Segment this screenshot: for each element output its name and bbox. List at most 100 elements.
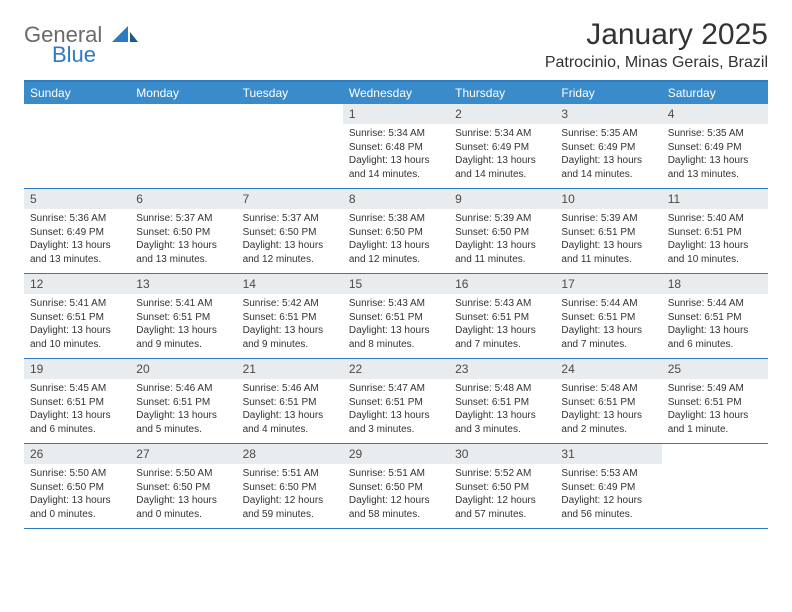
sunset-text: Sunset: 6:49 PM <box>561 481 655 495</box>
calendar-day <box>24 104 130 188</box>
sunset-text: Sunset: 6:51 PM <box>136 311 230 325</box>
day-body: Sunrise: 5:52 AMSunset: 6:50 PMDaylight:… <box>449 464 555 527</box>
day-body: Sunrise: 5:51 AMSunset: 6:50 PMDaylight:… <box>237 464 343 527</box>
calendar-day: 3Sunrise: 5:35 AMSunset: 6:49 PMDaylight… <box>555 104 661 188</box>
daylight-text: Daylight: 13 hours and 3 minutes. <box>349 409 443 436</box>
sunset-text: Sunset: 6:51 PM <box>561 226 655 240</box>
day-number: 5 <box>24 189 130 209</box>
sunset-text: Sunset: 6:49 PM <box>668 141 762 155</box>
day-body: Sunrise: 5:35 AMSunset: 6:49 PMDaylight:… <box>555 124 661 187</box>
dow-friday: Friday <box>555 82 661 104</box>
day-number: 8 <box>343 189 449 209</box>
daylight-text: Daylight: 13 hours and 1 minute. <box>668 409 762 436</box>
sunrise-text: Sunrise: 5:39 AM <box>455 212 549 226</box>
sunrise-text: Sunrise: 5:51 AM <box>243 467 337 481</box>
dow-wednesday: Wednesday <box>343 82 449 104</box>
sunrise-text: Sunrise: 5:51 AM <box>349 467 443 481</box>
calendar-week: 19Sunrise: 5:45 AMSunset: 6:51 PMDayligh… <box>24 359 768 444</box>
calendar-day: 6Sunrise: 5:37 AMSunset: 6:50 PMDaylight… <box>130 189 236 273</box>
calendar-week: 1Sunrise: 5:34 AMSunset: 6:48 PMDaylight… <box>24 104 768 189</box>
daylight-text: Daylight: 12 hours and 59 minutes. <box>243 494 337 521</box>
sunrise-text: Sunrise: 5:44 AM <box>561 297 655 311</box>
sunrise-text: Sunrise: 5:47 AM <box>349 382 443 396</box>
daylight-text: Daylight: 13 hours and 14 minutes. <box>561 154 655 181</box>
sunset-text: Sunset: 6:51 PM <box>349 311 443 325</box>
sunset-text: Sunset: 6:50 PM <box>136 226 230 240</box>
daylight-text: Daylight: 13 hours and 10 minutes. <box>668 239 762 266</box>
daylight-text: Daylight: 13 hours and 11 minutes. <box>561 239 655 266</box>
calendar-week: 12Sunrise: 5:41 AMSunset: 6:51 PMDayligh… <box>24 274 768 359</box>
calendar-day <box>130 104 236 188</box>
day-number: 25 <box>662 359 768 379</box>
day-number: 16 <box>449 274 555 294</box>
day-body: Sunrise: 5:47 AMSunset: 6:51 PMDaylight:… <box>343 379 449 442</box>
sunset-text: Sunset: 6:51 PM <box>455 311 549 325</box>
daylight-text: Daylight: 13 hours and 2 minutes. <box>561 409 655 436</box>
sunrise-text: Sunrise: 5:50 AM <box>30 467 124 481</box>
sunset-text: Sunset: 6:50 PM <box>136 481 230 495</box>
daylight-text: Daylight: 13 hours and 9 minutes. <box>136 324 230 351</box>
daylight-text: Daylight: 13 hours and 7 minutes. <box>561 324 655 351</box>
calendar-day: 18Sunrise: 5:44 AMSunset: 6:51 PMDayligh… <box>662 274 768 358</box>
day-body: Sunrise: 5:37 AMSunset: 6:50 PMDaylight:… <box>237 209 343 272</box>
day-body: Sunrise: 5:36 AMSunset: 6:49 PMDaylight:… <box>24 209 130 272</box>
sunset-text: Sunset: 6:50 PM <box>349 481 443 495</box>
calendar-week: 5Sunrise: 5:36 AMSunset: 6:49 PMDaylight… <box>24 189 768 274</box>
daylight-text: Daylight: 13 hours and 5 minutes. <box>136 409 230 436</box>
sunset-text: Sunset: 6:51 PM <box>349 396 443 410</box>
day-body: Sunrise: 5:51 AMSunset: 6:50 PMDaylight:… <box>343 464 449 527</box>
logo: General Blue <box>24 24 138 66</box>
sunrise-text: Sunrise: 5:36 AM <box>30 212 124 226</box>
daylight-text: Daylight: 13 hours and 0 minutes. <box>136 494 230 521</box>
day-number: 18 <box>662 274 768 294</box>
daylight-text: Daylight: 13 hours and 8 minutes. <box>349 324 443 351</box>
calendar-day: 20Sunrise: 5:46 AMSunset: 6:51 PMDayligh… <box>130 359 236 443</box>
dow-monday: Monday <box>130 82 236 104</box>
calendar-grid: Sunday Monday Tuesday Wednesday Thursday… <box>24 80 768 529</box>
day-number: 20 <box>130 359 236 379</box>
sunrise-text: Sunrise: 5:37 AM <box>243 212 337 226</box>
day-number: 15 <box>343 274 449 294</box>
sunset-text: Sunset: 6:50 PM <box>455 226 549 240</box>
sunrise-text: Sunrise: 5:37 AM <box>136 212 230 226</box>
day-body: Sunrise: 5:53 AMSunset: 6:49 PMDaylight:… <box>555 464 661 527</box>
calendar-day: 1Sunrise: 5:34 AMSunset: 6:48 PMDaylight… <box>343 104 449 188</box>
sunset-text: Sunset: 6:50 PM <box>349 226 443 240</box>
calendar-day: 13Sunrise: 5:41 AMSunset: 6:51 PMDayligh… <box>130 274 236 358</box>
calendar-day: 27Sunrise: 5:50 AMSunset: 6:50 PMDayligh… <box>130 444 236 528</box>
daylight-text: Daylight: 13 hours and 12 minutes. <box>243 239 337 266</box>
day-body: Sunrise: 5:48 AMSunset: 6:51 PMDaylight:… <box>555 379 661 442</box>
calendar-day: 9Sunrise: 5:39 AMSunset: 6:50 PMDaylight… <box>449 189 555 273</box>
calendar-day <box>662 444 768 528</box>
day-number: 6 <box>130 189 236 209</box>
daylight-text: Daylight: 13 hours and 6 minutes. <box>668 324 762 351</box>
dow-saturday: Saturday <box>662 82 768 104</box>
day-number <box>24 104 130 108</box>
sunrise-text: Sunrise: 5:40 AM <box>668 212 762 226</box>
daylight-text: Daylight: 13 hours and 10 minutes. <box>30 324 124 351</box>
day-number <box>662 444 768 448</box>
sunset-text: Sunset: 6:51 PM <box>561 311 655 325</box>
day-number: 27 <box>130 444 236 464</box>
calendar-day: 8Sunrise: 5:38 AMSunset: 6:50 PMDaylight… <box>343 189 449 273</box>
sunrise-text: Sunrise: 5:42 AM <box>243 297 337 311</box>
calendar-day: 25Sunrise: 5:49 AMSunset: 6:51 PMDayligh… <box>662 359 768 443</box>
sunset-text: Sunset: 6:48 PM <box>349 141 443 155</box>
day-body: Sunrise: 5:46 AMSunset: 6:51 PMDaylight:… <box>130 379 236 442</box>
day-body: Sunrise: 5:43 AMSunset: 6:51 PMDaylight:… <box>343 294 449 357</box>
calendar-day: 19Sunrise: 5:45 AMSunset: 6:51 PMDayligh… <box>24 359 130 443</box>
day-body: Sunrise: 5:49 AMSunset: 6:51 PMDaylight:… <box>662 379 768 442</box>
day-number <box>130 104 236 108</box>
day-body: Sunrise: 5:44 AMSunset: 6:51 PMDaylight:… <box>555 294 661 357</box>
calendar-day: 12Sunrise: 5:41 AMSunset: 6:51 PMDayligh… <box>24 274 130 358</box>
day-number: 4 <box>662 104 768 124</box>
sunrise-text: Sunrise: 5:48 AM <box>561 382 655 396</box>
calendar-day: 16Sunrise: 5:43 AMSunset: 6:51 PMDayligh… <box>449 274 555 358</box>
sunrise-text: Sunrise: 5:49 AM <box>668 382 762 396</box>
daylight-text: Daylight: 13 hours and 7 minutes. <box>455 324 549 351</box>
calendar-day: 17Sunrise: 5:44 AMSunset: 6:51 PMDayligh… <box>555 274 661 358</box>
day-number: 14 <box>237 274 343 294</box>
sunrise-text: Sunrise: 5:41 AM <box>30 297 124 311</box>
sunrise-text: Sunrise: 5:35 AM <box>668 127 762 141</box>
sunset-text: Sunset: 6:51 PM <box>243 396 337 410</box>
